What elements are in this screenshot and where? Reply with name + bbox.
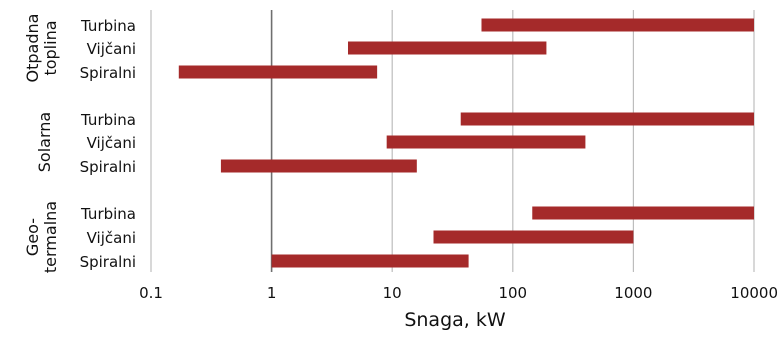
range-bar (178, 65, 378, 79)
range-bar (460, 112, 754, 126)
x-tick-label: 10000 (730, 284, 778, 302)
group-label: termalna (41, 201, 60, 273)
range-bar (271, 254, 469, 268)
label-layer: Turbina Vijčani Spiralni Otpadna toplina Turb… (23, 14, 136, 274)
bar-layer (178, 18, 754, 268)
x-tick-label: 10 (383, 284, 402, 302)
x-tick-label: 1000 (614, 284, 652, 302)
category-label: Spiralni (80, 158, 136, 176)
group-label: Otpadna (23, 14, 42, 83)
category-label: Vijčani (87, 134, 136, 152)
category-label: Vijčani (87, 40, 136, 58)
group-label: Geo- (23, 218, 42, 256)
category-label: Spiralni (80, 64, 136, 82)
group-label: toplina (41, 20, 60, 75)
group-label: Solarna (35, 112, 54, 172)
range-bar (481, 18, 754, 32)
range-bar (220, 159, 417, 173)
category-label: Turbina (80, 205, 136, 223)
range-bar (386, 135, 586, 149)
x-tick-label: 0.1 (139, 284, 163, 302)
category-label: Spiralni (80, 253, 136, 271)
tick-layer: 0.1 1 10 100 1000 10000 (139, 284, 778, 302)
category-label: Turbina (80, 17, 136, 35)
range-bar (347, 41, 547, 55)
x-axis-label: Snaga, kW (404, 309, 506, 331)
category-label: Turbina (80, 111, 136, 129)
category-label: Vijčani (87, 229, 136, 247)
x-tick-label: 1 (267, 284, 277, 302)
range-bar (433, 230, 634, 244)
range-bar (532, 206, 754, 220)
x-tick-label: 100 (498, 284, 527, 302)
